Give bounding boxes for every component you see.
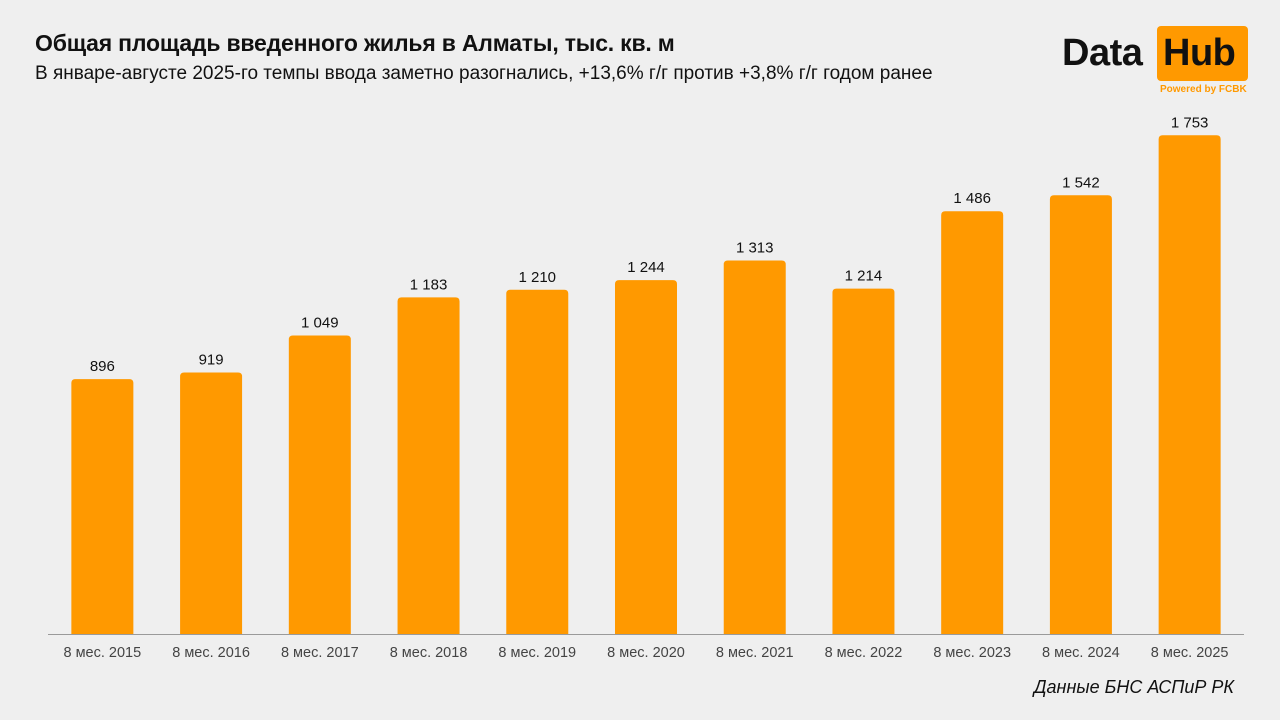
x-tick-label: 8 мес. 2021 <box>716 645 794 661</box>
data-label: 1 542 <box>1062 174 1100 191</box>
chart-subtitle: В январе-августе 2025-го темпы ввода зам… <box>35 63 933 84</box>
data-label: 1 313 <box>736 239 774 256</box>
chart-title: Общая площадь введенного жилья в Алматы,… <box>35 30 675 56</box>
x-tick-label: 8 мес. 2022 <box>825 645 903 661</box>
x-tick-label: 8 мес. 2018 <box>390 645 468 661</box>
bar <box>180 372 243 634</box>
x-tick-label: 8 мес. 2023 <box>933 645 1011 661</box>
source-note: Данные БНС АСПиР РК <box>1033 677 1234 697</box>
x-tick-label: 8 мес. 2025 <box>1151 645 1229 661</box>
x-tick-label: 8 мес. 2016 <box>172 645 250 661</box>
datahub-logo: Data Hub Powered by FCBK <box>1062 26 1252 98</box>
data-label: 919 <box>199 352 224 369</box>
logo-tagline: Powered by FCBK <box>1160 84 1247 95</box>
bar <box>723 260 786 634</box>
bar <box>832 288 895 634</box>
x-tick-label: 8 мес. 2019 <box>498 645 576 661</box>
logo-word-hub: Hub <box>1163 32 1236 74</box>
data-label: 1 244 <box>627 259 665 276</box>
x-tick-label: 8 мес. 2020 <box>607 645 685 661</box>
x-tick-label: 8 мес. 2017 <box>281 645 359 661</box>
data-label: 1 753 <box>1171 114 1209 131</box>
bar <box>506 289 569 634</box>
data-label: 1 486 <box>953 190 991 207</box>
data-label: 1 210 <box>518 269 556 286</box>
data-label: 896 <box>90 358 115 375</box>
logo-word-data: Data <box>1062 32 1143 74</box>
x-tick-label: 8 мес. 2015 <box>64 645 142 661</box>
data-label: 1 049 <box>301 315 339 332</box>
bar <box>1158 135 1221 635</box>
logo-orange-box: Hub <box>1157 26 1248 81</box>
data-label: 1 214 <box>845 268 883 285</box>
bar <box>288 335 351 634</box>
bar <box>1049 195 1112 634</box>
x-tick-label: 8 мес. 2024 <box>1042 645 1120 661</box>
bar <box>71 379 134 634</box>
bar <box>615 280 677 634</box>
bar <box>941 211 1004 634</box>
data-label: 1 183 <box>410 276 448 293</box>
bar <box>397 297 460 634</box>
